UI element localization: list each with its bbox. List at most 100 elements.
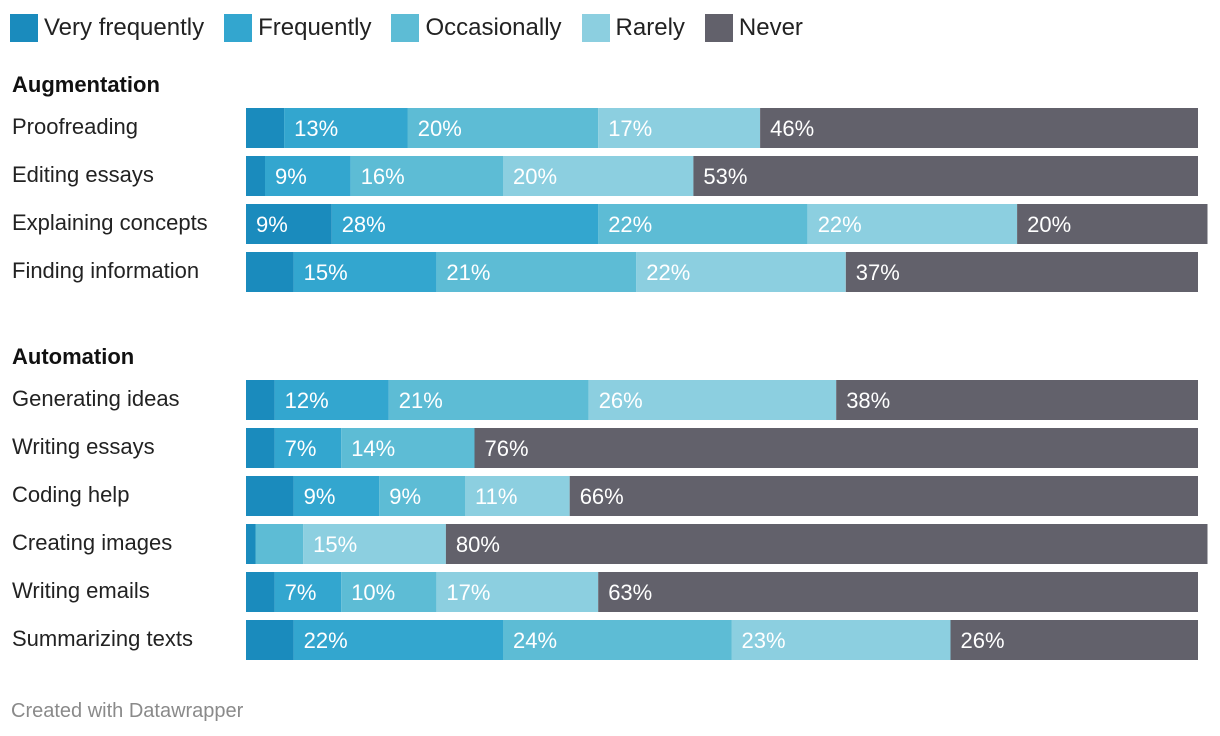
data-label: 20%	[513, 164, 557, 189]
data-label: 80%	[456, 532, 500, 557]
data-label: 9%	[256, 212, 288, 237]
data-label: 17%	[446, 580, 490, 605]
data-label: 66%	[580, 484, 624, 509]
bar-segment	[1017, 204, 1208, 244]
data-label: 37%	[856, 260, 900, 285]
data-label: 7%	[285, 436, 317, 461]
row-label: Coding help	[12, 482, 129, 507]
bar-segment	[341, 572, 437, 612]
group-title: Automation	[12, 344, 134, 369]
data-label: 9%	[304, 484, 336, 509]
bar-segment	[255, 524, 304, 564]
bar-segment	[950, 620, 1198, 660]
bar-segment	[388, 380, 589, 420]
group-title: Augmentation	[12, 72, 160, 97]
bar-segment	[303, 524, 446, 564]
data-label: 22%	[304, 628, 348, 653]
data-label: 28%	[342, 212, 386, 237]
data-label: 22%	[608, 212, 652, 237]
bar-segment	[246, 476, 294, 516]
data-label: 53%	[703, 164, 747, 189]
bar-segment	[465, 476, 570, 516]
data-label: 21%	[399, 388, 443, 413]
data-label: 20%	[1027, 212, 1071, 237]
bar-segment	[760, 108, 1198, 148]
data-label: 24%	[513, 628, 557, 653]
bar-segment	[503, 156, 694, 196]
data-label: 23%	[742, 628, 786, 653]
data-label: 21%	[446, 260, 490, 285]
bar-segment	[636, 252, 846, 292]
bar-segment	[474, 428, 1198, 468]
footer-credit: Created with Datawrapper	[11, 700, 244, 722]
data-label: 17%	[608, 116, 652, 141]
bar-segment	[445, 524, 1208, 564]
data-label: 13%	[294, 116, 338, 141]
data-label: 46%	[770, 116, 814, 141]
bar-segment	[503, 620, 732, 660]
bar-segment	[246, 252, 294, 292]
row-label: Creating images	[12, 530, 172, 555]
legend-swatch	[581, 14, 610, 42]
bar-segment	[293, 476, 380, 516]
bar-segment	[598, 204, 808, 244]
legend-swatch	[10, 14, 38, 42]
bar-segment	[246, 620, 294, 660]
bar-segment	[836, 380, 1198, 420]
data-label: 7%	[285, 580, 317, 605]
data-label: 14%	[351, 436, 395, 461]
bar-segment	[588, 380, 837, 420]
bar-segment	[246, 108, 285, 148]
bar-segment	[693, 156, 1198, 196]
row-label: Summarizing texts	[12, 626, 193, 651]
data-label: 63%	[608, 580, 652, 605]
bar-segment	[598, 108, 760, 148]
bar-segment	[246, 428, 275, 468]
data-label: 76%	[485, 436, 529, 461]
bar-segment	[284, 108, 408, 148]
row-label: Editing essays	[12, 162, 154, 187]
legend-label: Very frequently	[44, 14, 205, 41]
legend-item: Frequently	[224, 14, 371, 42]
data-label: 16%	[361, 164, 405, 189]
bar-segment	[331, 204, 599, 244]
bar-segment	[350, 156, 503, 196]
data-label: 12%	[285, 388, 329, 413]
bar-segment	[293, 252, 437, 292]
bar-segment	[246, 572, 275, 612]
data-label: 22%	[818, 212, 862, 237]
bar-segment	[246, 204, 332, 244]
data-label: 38%	[846, 388, 890, 413]
legend-item: Very frequently	[10, 14, 204, 42]
bar-segment	[569, 476, 1198, 516]
data-label: 20%	[418, 116, 462, 141]
legend-item: Rarely	[581, 14, 685, 42]
legend-label: Frequently	[258, 14, 372, 41]
legend-item: Never	[704, 14, 803, 42]
bar-segment	[598, 572, 1198, 612]
data-label: 11%	[475, 484, 517, 509]
row-label: Writing emails	[12, 578, 150, 603]
row-label: Explaining concepts	[12, 210, 208, 235]
bar-segment	[246, 524, 256, 564]
bar-segment	[436, 252, 637, 292]
data-label: 9%	[275, 164, 307, 189]
data-label: 22%	[646, 260, 690, 285]
data-label: 26%	[599, 388, 643, 413]
data-label: 9%	[389, 484, 421, 509]
data-label: 26%	[961, 628, 1005, 653]
bar-segment	[293, 620, 503, 660]
row-label: Writing essays	[12, 434, 155, 459]
bar-segment	[407, 108, 599, 148]
bar-segment	[807, 204, 1018, 244]
bar-segment	[379, 476, 465, 516]
bar-segment	[246, 156, 265, 196]
bar-segment	[341, 428, 475, 468]
legend-swatch	[391, 14, 420, 42]
row-label: Finding information	[12, 258, 199, 283]
data-label: 15%	[304, 260, 348, 285]
legend-label: Never	[738, 14, 803, 41]
bar-segment	[436, 572, 599, 612]
